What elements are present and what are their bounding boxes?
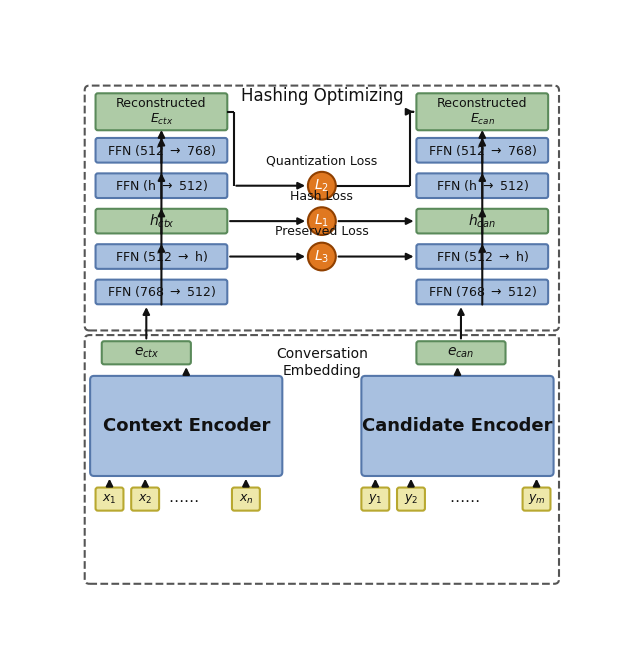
FancyBboxPatch shape (232, 487, 260, 510)
Text: $\cdots\cdots$: $\cdots\cdots$ (168, 492, 198, 506)
Text: Context Encoder: Context Encoder (102, 417, 270, 435)
Circle shape (308, 207, 336, 235)
Text: $y_1$: $y_1$ (368, 492, 382, 506)
Text: Reconstructed
$E_{can}$: Reconstructed $E_{can}$ (437, 97, 528, 127)
Text: $L_2$: $L_2$ (315, 177, 329, 194)
FancyBboxPatch shape (95, 173, 227, 198)
Text: Preserved Loss: Preserved Loss (275, 225, 369, 238)
Text: $h_{ctx}$: $h_{ctx}$ (149, 213, 175, 230)
Text: FFN (512 $\rightarrow$ 768): FFN (512 $\rightarrow$ 768) (428, 143, 537, 158)
Text: $x_n$: $x_n$ (239, 493, 253, 506)
Text: $x_1$: $x_1$ (102, 493, 117, 506)
Text: Hashing Optimizing: Hashing Optimizing (241, 87, 403, 105)
FancyBboxPatch shape (361, 376, 553, 476)
Text: $L_3$: $L_3$ (314, 248, 330, 265)
FancyBboxPatch shape (95, 93, 227, 130)
FancyBboxPatch shape (102, 341, 191, 364)
Text: $y_m$: $y_m$ (528, 492, 545, 506)
Text: FFN (h $\rightarrow$ 512): FFN (h $\rightarrow$ 512) (436, 178, 529, 193)
FancyBboxPatch shape (416, 279, 548, 305)
Text: Reconstructed
$E_{ctx}$: Reconstructed $E_{ctx}$ (116, 97, 207, 127)
FancyBboxPatch shape (397, 487, 425, 510)
FancyBboxPatch shape (90, 376, 283, 476)
Text: FFN (512 $\rightarrow$ h): FFN (512 $\rightarrow$ h) (115, 249, 208, 264)
Text: $x_2$: $x_2$ (138, 493, 153, 506)
Text: $L_1$: $L_1$ (315, 213, 329, 229)
FancyBboxPatch shape (95, 138, 227, 163)
FancyBboxPatch shape (95, 244, 227, 269)
Text: $y_2$: $y_2$ (404, 492, 418, 506)
Text: $e_{can}$: $e_{can}$ (447, 346, 475, 360)
Text: $\cdots\cdots$: $\cdots\cdots$ (449, 492, 480, 506)
FancyBboxPatch shape (361, 487, 389, 510)
FancyBboxPatch shape (95, 279, 227, 305)
FancyBboxPatch shape (95, 487, 124, 510)
Text: Quantization Loss: Quantization Loss (266, 154, 377, 167)
FancyBboxPatch shape (416, 244, 548, 269)
Text: FFN (512 $\rightarrow$ h): FFN (512 $\rightarrow$ h) (436, 249, 529, 264)
FancyBboxPatch shape (416, 341, 506, 364)
Text: Conversation
Embedding: Conversation Embedding (276, 348, 368, 377)
FancyBboxPatch shape (416, 138, 548, 163)
FancyBboxPatch shape (416, 93, 548, 130)
Text: $h_{can}$: $h_{can}$ (468, 213, 496, 230)
Text: FFN (h $\rightarrow$ 512): FFN (h $\rightarrow$ 512) (115, 178, 208, 193)
FancyBboxPatch shape (416, 173, 548, 198)
Text: $e_{ctx}$: $e_{ctx}$ (134, 346, 159, 360)
Circle shape (308, 243, 336, 270)
Circle shape (308, 172, 336, 199)
Text: Hash Loss: Hash Loss (290, 189, 354, 203)
FancyBboxPatch shape (522, 487, 551, 510)
FancyBboxPatch shape (416, 209, 548, 234)
FancyBboxPatch shape (131, 487, 159, 510)
FancyBboxPatch shape (95, 209, 227, 234)
Text: Candidate Encoder: Candidate Encoder (362, 417, 553, 435)
Text: FFN (768 $\rightarrow$ 512): FFN (768 $\rightarrow$ 512) (428, 285, 537, 299)
Text: FFN (512 $\rightarrow$ 768): FFN (512 $\rightarrow$ 768) (107, 143, 216, 158)
Text: FFN (768 $\rightarrow$ 512): FFN (768 $\rightarrow$ 512) (107, 285, 216, 299)
